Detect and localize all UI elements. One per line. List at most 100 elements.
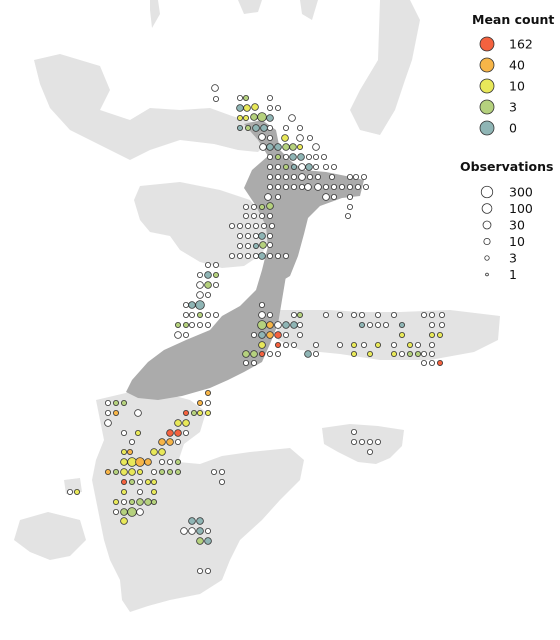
observation-point <box>258 252 266 260</box>
observation-point <box>128 468 136 476</box>
observation-point <box>328 173 335 180</box>
observation-point <box>282 163 289 170</box>
observation-point <box>346 183 353 190</box>
observation-point <box>144 478 151 485</box>
observation-point <box>204 409 211 416</box>
observation-point <box>120 517 128 525</box>
observation-point <box>438 311 445 318</box>
observation-point <box>196 281 204 289</box>
observation-point <box>274 173 281 180</box>
observation-point <box>259 143 267 151</box>
observation-point <box>258 341 266 349</box>
observation-point <box>346 173 353 180</box>
observation-point <box>259 241 267 249</box>
observation-point <box>174 419 182 427</box>
legend-colour-label: 162 <box>509 37 533 52</box>
observation-point <box>414 350 421 357</box>
observation-point <box>420 359 427 366</box>
observation-point <box>236 125 243 132</box>
observation-point <box>196 399 203 406</box>
legend-size-swatch <box>485 272 489 277</box>
observation-point <box>266 321 274 329</box>
observation-point <box>196 311 203 318</box>
observation-point <box>134 429 141 436</box>
legend-size-title: Observations <box>460 159 553 174</box>
observation-point <box>288 114 296 122</box>
observation-point <box>374 341 381 348</box>
observation-point <box>312 350 319 357</box>
observation-point <box>428 311 435 318</box>
observation-point <box>228 252 235 259</box>
observation-point <box>113 399 120 406</box>
observation-point <box>236 115 243 122</box>
observation-point <box>166 438 174 446</box>
observation-point <box>428 341 435 348</box>
observation-point <box>174 438 181 445</box>
observation-point <box>212 281 219 288</box>
observation-point <box>250 212 257 219</box>
observation-point <box>266 125 273 132</box>
legend-colour-swatch <box>479 57 495 73</box>
observation-point <box>258 331 266 339</box>
observation-point <box>428 359 435 366</box>
observation-point <box>322 183 329 190</box>
observation-point <box>266 232 273 239</box>
observation-point <box>306 173 313 180</box>
observation-point <box>258 133 266 141</box>
observation-point <box>244 232 251 239</box>
observation-point <box>212 271 219 278</box>
observation-point <box>428 350 435 357</box>
observation-point <box>266 153 273 160</box>
observation-point <box>289 143 297 151</box>
observation-point <box>104 419 112 427</box>
observation-point <box>266 311 273 318</box>
observation-point <box>242 212 249 219</box>
observation-point <box>436 359 443 366</box>
observation-point <box>282 331 289 338</box>
observation-point <box>244 252 251 259</box>
observation-point <box>105 409 112 416</box>
observation-point <box>298 163 306 171</box>
observation-point <box>266 105 273 112</box>
legend-size-swatch <box>483 237 491 246</box>
observation-points <box>67 84 445 575</box>
observation-point <box>174 468 181 475</box>
observation-point <box>182 321 189 328</box>
observation-point <box>322 193 330 201</box>
observation-point <box>336 311 343 318</box>
observation-point <box>204 528 211 535</box>
observation-point <box>398 350 405 357</box>
observation-point <box>242 203 249 210</box>
observation-point <box>188 321 195 328</box>
legend-size-swatch <box>480 185 494 199</box>
observation-point <box>274 193 281 200</box>
observation-point <box>182 419 190 427</box>
observation-point <box>242 95 249 102</box>
observation-point <box>236 252 243 259</box>
observation-point <box>128 438 135 445</box>
focus-land-north-island <box>244 120 364 288</box>
observation-point <box>218 478 225 485</box>
observation-point <box>127 457 137 467</box>
observation-point <box>204 537 212 545</box>
observation-point <box>236 222 243 229</box>
observation-point <box>305 163 313 171</box>
observation-point <box>244 242 251 249</box>
observation-point <box>290 321 298 329</box>
observation-point <box>304 183 312 191</box>
observation-point <box>390 341 397 348</box>
observation-point <box>274 252 281 259</box>
observation-point <box>144 498 152 506</box>
context-land-south <box>92 392 404 612</box>
legend-colour-title: Mean count <box>472 12 554 27</box>
observation-point <box>312 163 319 170</box>
observation-point <box>344 212 351 219</box>
observation-point <box>350 311 357 318</box>
observation-point <box>338 183 345 190</box>
observation-point <box>282 143 290 151</box>
context-land-southwest <box>14 478 86 560</box>
legend-size-label: 10 <box>509 234 525 249</box>
legend-size-swatch <box>481 203 493 214</box>
